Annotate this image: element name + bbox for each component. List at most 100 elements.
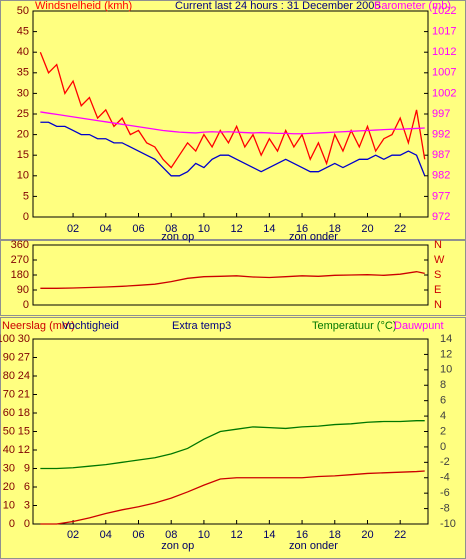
y-tick-label: 0: [9, 518, 15, 530]
x-tick-label: 14: [263, 529, 275, 541]
x-tick-label: 12: [231, 529, 243, 541]
x-tick-label: 18: [329, 223, 341, 235]
series-line: [40, 271, 425, 289]
series-line: [39, 51, 426, 169]
y2-tick-label: 12: [440, 348, 452, 360]
x-tick-label: 22: [394, 223, 406, 235]
y-tick-label: 360: [11, 239, 29, 251]
panel-label: Dauwpunt: [394, 320, 444, 332]
x-tick-label: 06: [132, 223, 144, 235]
x-tick-label: 18: [329, 529, 341, 541]
y-tick-label: 100: [0, 333, 15, 345]
y-tick-label: 30: [3, 462, 15, 474]
y-tick-label: 0: [23, 211, 29, 223]
annotation: zon onder: [289, 540, 338, 552]
x-tick-label: 20: [361, 529, 373, 541]
y-tick-label: 30: [17, 87, 29, 99]
panel-label: Barometer (mb): [374, 0, 451, 12]
panel-label: Current last 24 hours : 31 December 2005: [175, 0, 380, 12]
x-tick-label: 12: [231, 223, 243, 235]
y-tick-label: 40: [3, 444, 15, 456]
y-tick-label: 180: [11, 269, 29, 281]
y2-tick-label: 1007: [432, 67, 456, 79]
y2-tick-label: -4: [440, 472, 450, 484]
y3-tick-label: 3: [24, 499, 30, 511]
x-tick-label: 16: [296, 529, 308, 541]
y3-tick-label: 18: [18, 407, 30, 419]
y-tick-label: 50: [17, 5, 29, 17]
y2-tick-label: -2: [440, 456, 450, 468]
y-tick-label: 35: [17, 67, 29, 79]
y-tick-label: 10: [3, 499, 15, 511]
y3-tick-label: 9: [24, 462, 30, 474]
y-tick-label: 5: [23, 190, 29, 202]
y2-tick-label: 1022: [432, 5, 456, 17]
y2-tick-label: 6: [440, 395, 446, 407]
y2-tick-label: 1002: [432, 87, 456, 99]
y-tick-label: 60: [3, 407, 15, 419]
y2-tick-label: -8: [440, 502, 450, 514]
y2-tick-label: 972: [432, 211, 450, 223]
y2-tick-label: 982: [432, 170, 450, 182]
x-tick-label: 08: [165, 529, 177, 541]
y3-tick-label: 21: [18, 388, 30, 400]
y-tick-label: 270: [11, 254, 29, 266]
x-tick-label: 02: [67, 223, 79, 235]
y2-tick-label: 1012: [432, 46, 456, 58]
y2-tick-label: N: [434, 299, 442, 311]
y3-tick-label: 0: [24, 518, 30, 530]
y2-tick-label: 10: [440, 364, 452, 376]
y2-tick-label: 8: [440, 379, 446, 391]
y3-tick-label: 6: [24, 481, 30, 493]
x-tick-label: 22: [394, 529, 406, 541]
x-tick-label: 14: [263, 223, 275, 235]
x-tick-label: 16: [296, 223, 308, 235]
x-tick-label: 10: [198, 223, 210, 235]
x-tick-label: 02: [67, 529, 79, 541]
y-tick-label: 20: [17, 129, 29, 141]
panel-label: Windsnelheid (kmh): [35, 0, 132, 12]
y-tick-label: 25: [17, 108, 29, 120]
panel-label: Temperatuur (°C): [312, 320, 396, 332]
y-tick-label: 90: [17, 284, 29, 296]
y2-tick-label: -6: [440, 487, 450, 499]
y3-tick-label: 15: [18, 425, 30, 437]
y2-tick-label: E: [434, 284, 441, 296]
x-tick-label: 10: [198, 529, 210, 541]
y-tick-label: 15: [17, 149, 29, 161]
series-line: [40, 470, 425, 525]
annotation: zon op: [161, 231, 194, 243]
y2-tick-label: 4: [440, 410, 446, 422]
y2-tick-label: N: [434, 239, 442, 251]
annotation: zon op: [161, 540, 194, 552]
y-tick-label: 0: [23, 299, 29, 311]
y2-tick-label: 0: [440, 441, 446, 453]
y2-tick-label: 992: [432, 129, 450, 141]
y2-tick-label: 987: [432, 149, 450, 161]
y-tick-label: 45: [17, 26, 29, 38]
y-tick-label: 70: [3, 388, 15, 400]
y2-tick-label: 14: [440, 333, 452, 345]
y2-tick-label: 977: [432, 190, 450, 202]
panel-label: Vochtigheid: [62, 320, 119, 332]
x-tick-label: 06: [132, 529, 144, 541]
panel-label: Neerslag (mm): [2, 320, 75, 332]
x-tick-label: 04: [100, 223, 112, 235]
x-tick-label: 20: [361, 223, 373, 235]
y2-tick-label: W: [434, 254, 445, 266]
y-tick-label: 40: [17, 46, 29, 58]
y2-tick-label: S: [434, 269, 441, 281]
x-tick-label: 08: [165, 223, 177, 235]
y3-tick-label: 24: [18, 370, 30, 382]
y2-tick-label: -10: [440, 518, 456, 530]
y-tick-label: 90: [3, 351, 15, 363]
y2-tick-label: 1017: [432, 26, 456, 38]
series-line: [40, 420, 425, 470]
y-tick-label: 50: [3, 425, 15, 437]
annotation: zon onder: [289, 231, 338, 243]
y3-tick-label: 12: [18, 444, 30, 456]
y-tick-label: 10: [17, 170, 29, 182]
y-tick-label: 20: [3, 481, 15, 493]
